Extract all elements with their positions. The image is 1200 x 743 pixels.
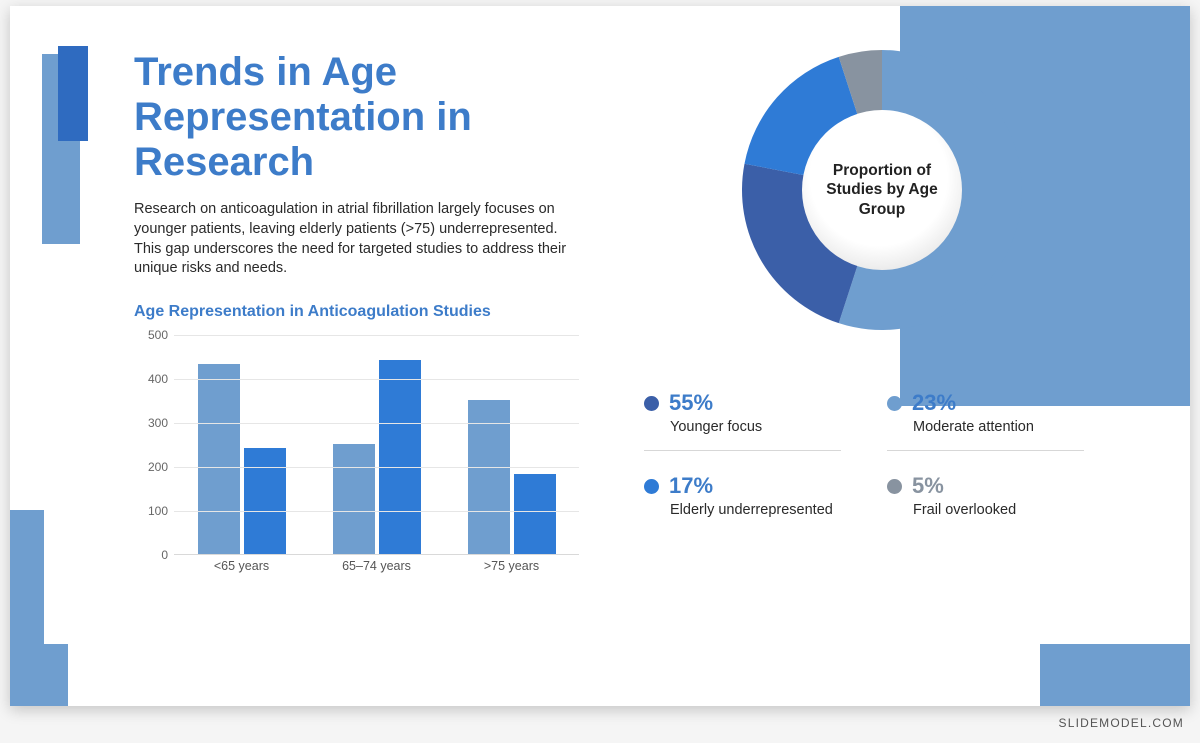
stat-dot-icon xyxy=(644,479,659,494)
slide-description: Research on anticoagulation in atrial fi… xyxy=(134,200,584,278)
stat-dot-icon xyxy=(887,396,902,411)
grid-line xyxy=(174,379,579,380)
stat-percent: 23% xyxy=(912,390,956,416)
right-column: Proportion of Studies by Age Group 55% Y… xyxy=(644,50,1120,666)
bar xyxy=(379,360,421,554)
y-tick-label: 300 xyxy=(134,416,168,430)
stat-label: Moderate attention xyxy=(913,418,1084,436)
bar-group xyxy=(193,364,291,553)
stat-percent: 17% xyxy=(669,473,713,499)
stat-percent: 55% xyxy=(669,390,713,416)
stat-item: 17% Elderly underrepresented xyxy=(644,473,841,533)
bar xyxy=(514,474,556,553)
x-tick-label: <65 years xyxy=(187,559,297,585)
stat-item: 55% Younger focus xyxy=(644,390,841,451)
stat-item: 23% Moderate attention xyxy=(887,390,1084,451)
donut-center: Proportion of Studies by Age Group xyxy=(802,110,962,270)
stat-item: 5% Frail overlooked xyxy=(887,473,1084,533)
left-column: Trends in Age Representation in Research… xyxy=(134,50,604,666)
stat-dot-icon xyxy=(644,396,659,411)
bar-group xyxy=(328,360,426,554)
stat-percent: 5% xyxy=(912,473,944,499)
bar-groups xyxy=(174,335,579,554)
bar xyxy=(198,364,240,553)
bar-chart-plot xyxy=(174,335,579,555)
y-tick-label: 0 xyxy=(134,548,168,562)
bar xyxy=(333,444,375,554)
stat-dot-icon xyxy=(887,479,902,494)
content-area: Trends in Age Representation in Research… xyxy=(10,6,1190,706)
stats-grid: 55% Younger focus 23% Moderate attention… xyxy=(644,390,1084,533)
x-tick-label: 65–74 years xyxy=(322,559,432,585)
donut-chart: Proportion of Studies by Age Group xyxy=(732,40,1032,340)
y-tick-label: 100 xyxy=(134,504,168,518)
x-tick-label: >75 years xyxy=(457,559,567,585)
slide: Trends in Age Representation in Research… xyxy=(10,6,1190,706)
grid-line xyxy=(174,335,579,336)
grid-line xyxy=(174,423,579,424)
y-tick-label: 400 xyxy=(134,372,168,386)
y-tick-label: 200 xyxy=(134,460,168,474)
grid-line xyxy=(174,467,579,468)
slide-title: Trends in Age Representation in Research xyxy=(134,50,604,184)
footer-attribution: SLIDEMODEL.COM xyxy=(10,706,1190,730)
y-tick-label: 500 xyxy=(134,328,168,342)
bar-chart: 0100200300400500 <65 years65–74 years>75… xyxy=(134,335,579,585)
stat-label: Younger focus xyxy=(670,418,841,436)
stat-label: Frail overlooked xyxy=(913,501,1084,519)
donut-center-label: Proportion of Studies by Age Group xyxy=(824,161,940,219)
bar-chart-title: Age Representation in Anticoagulation St… xyxy=(134,303,604,321)
x-axis-labels: <65 years 65–74 years >75 years xyxy=(174,559,579,585)
bar xyxy=(244,448,286,554)
stat-label: Elderly underrepresented xyxy=(670,501,841,519)
grid-line xyxy=(174,511,579,512)
